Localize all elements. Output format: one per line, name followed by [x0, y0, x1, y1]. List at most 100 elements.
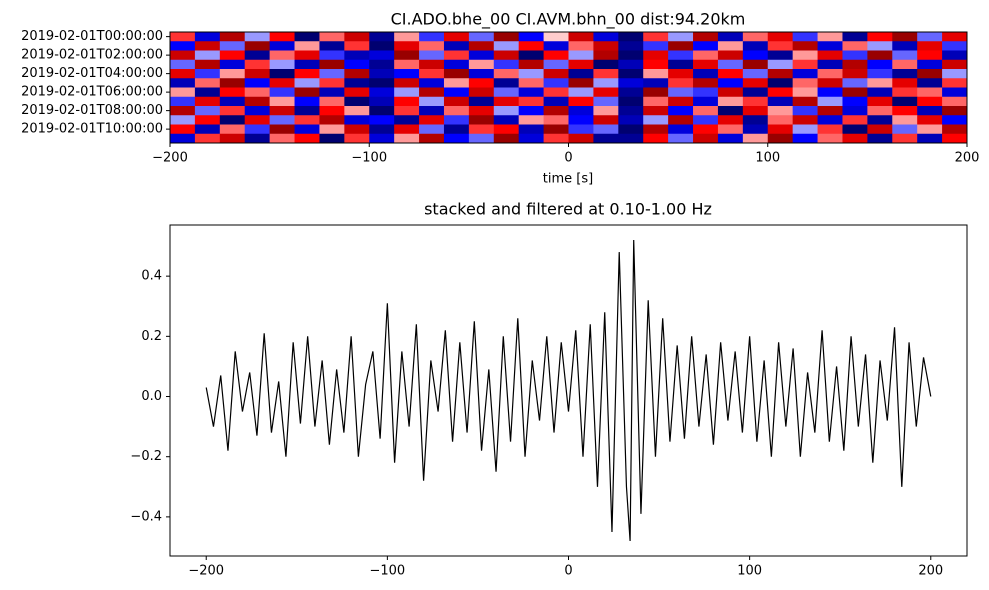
heatmap-cell	[618, 124, 644, 135]
heatmap-cell	[917, 106, 943, 116]
heatmap-cell	[643, 32, 669, 42]
heatmap-cell	[942, 69, 968, 79]
heatmap-cell	[294, 96, 320, 107]
heatmap-cell	[518, 78, 544, 88]
heatmap-cell	[742, 115, 769, 125]
heatmap-cell	[892, 133, 918, 144]
heatmap-cell	[817, 69, 843, 79]
heatmap-cell	[568, 69, 594, 79]
heatmap-cell	[468, 133, 495, 144]
heatmap-cell	[468, 106, 495, 116]
heatmap-cell	[493, 87, 520, 98]
heatmap-cell	[170, 106, 196, 116]
heatmap-cell	[817, 133, 843, 144]
heatmap-cell	[892, 69, 918, 79]
heatmap-cell	[344, 87, 370, 98]
heatmap-cell	[717, 96, 744, 107]
heatmap-cell	[518, 69, 544, 79]
y-tick-label: 2019-02-01T02:00:00	[21, 48, 163, 63]
heatmap-cell	[742, 133, 769, 144]
heatmap-cell	[518, 59, 544, 70]
x-tick-label: 0	[564, 151, 572, 166]
heatmap-cell	[344, 133, 370, 144]
heatmap-cell	[394, 32, 420, 42]
heatmap-cell	[643, 59, 669, 70]
heatmap-cell	[693, 87, 719, 98]
heatmap-cell	[194, 115, 221, 125]
heatmap-cell	[643, 106, 669, 116]
heatmap-cell	[518, 124, 544, 135]
heatmap-cell	[170, 96, 196, 107]
heatmap-cell	[468, 59, 495, 70]
heatmap-cell	[767, 87, 794, 98]
heatmap-cell	[543, 41, 569, 51]
heatmap-cell	[294, 32, 320, 42]
heatmap-cell	[194, 106, 221, 116]
heatmap-cell	[942, 106, 968, 116]
heatmap-cell	[867, 133, 893, 144]
heatmap-cell	[344, 32, 370, 42]
heatmap-cell	[767, 133, 794, 144]
heatmap-cell	[369, 59, 395, 70]
heatmap-cell	[568, 59, 594, 70]
heatmap-cell	[942, 133, 968, 144]
heatmap-cell	[194, 69, 221, 79]
heatmap-cell	[892, 124, 918, 135]
heatmap-cell	[493, 50, 520, 61]
heatmap-cell	[269, 41, 295, 51]
heatmap-cell	[518, 41, 544, 51]
heatmap-cell	[917, 124, 943, 135]
heatmap-cell	[443, 96, 470, 107]
heatmap-cell	[394, 106, 420, 116]
heatmap-cell	[219, 96, 246, 107]
heatmap-cell	[294, 115, 320, 125]
heatmap-cell	[319, 78, 345, 88]
heatmap-cell	[742, 96, 769, 107]
heatmap-cell	[244, 41, 271, 51]
heatmap-cell	[493, 96, 520, 107]
heatmap-cell	[518, 106, 544, 116]
heatmap-cell	[842, 41, 868, 51]
heatmap-cell	[668, 133, 694, 144]
heatmap-cell	[618, 32, 644, 42]
heatmap-cell	[170, 78, 196, 88]
heatmap-cell	[618, 69, 644, 79]
heatmap-cell	[643, 96, 669, 107]
heatmap-cell	[892, 87, 918, 98]
heatmap-cell	[717, 50, 744, 61]
heatmap-cell	[792, 96, 818, 107]
heatmap-cell	[394, 69, 420, 79]
y-tick-label: 2019-02-01T06:00:00	[21, 85, 163, 100]
heatmap-cell	[294, 87, 320, 98]
heatmap-cell	[693, 78, 719, 88]
heatmap-cell	[668, 41, 694, 51]
heatmap-cell	[294, 106, 320, 116]
heatmap-cell	[344, 41, 370, 51]
x-tick-label: 0	[564, 564, 572, 579]
heatmap-cell	[219, 124, 246, 135]
heatmap-cell	[867, 124, 893, 135]
heatmap-cell	[618, 59, 644, 70]
heatmap-cell	[244, 50, 271, 61]
heatmap-cell	[394, 124, 420, 135]
heatmap-cell	[917, 69, 943, 79]
heatmap-cell	[767, 106, 794, 116]
heatmap-cell	[717, 133, 744, 144]
heatmap-cell	[319, 96, 345, 107]
heatmap-cell	[568, 133, 594, 144]
heatmap-cell	[294, 41, 320, 51]
heatmap-cell	[867, 50, 893, 61]
heatmap-cell	[593, 96, 619, 107]
heatmap-cell	[568, 106, 594, 116]
heatmap-cell	[842, 96, 868, 107]
heatmap-cell	[942, 87, 968, 98]
heatmap-cell	[468, 96, 495, 107]
heatmap-cell	[917, 78, 943, 88]
heatmap-cell	[717, 41, 744, 51]
heatmap-cell	[319, 133, 345, 144]
heatmap-cell	[493, 133, 520, 144]
heatmap-cell	[817, 41, 843, 51]
heatmap-cell	[817, 32, 843, 42]
heatmap-cell	[319, 69, 345, 79]
heatmap-cell	[643, 69, 669, 79]
